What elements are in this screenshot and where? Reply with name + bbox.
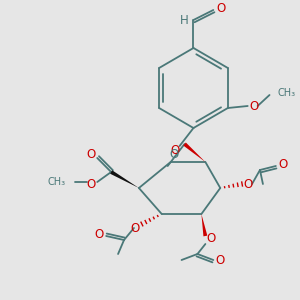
Text: O: O <box>87 178 96 190</box>
Polygon shape <box>110 170 139 188</box>
Text: CH₃: CH₃ <box>278 88 296 98</box>
Text: O: O <box>130 221 140 235</box>
Text: O: O <box>94 227 104 241</box>
Text: O: O <box>278 158 287 172</box>
Text: O: O <box>216 254 225 266</box>
Polygon shape <box>183 142 206 162</box>
Text: O: O <box>207 232 216 244</box>
Text: O: O <box>217 2 226 16</box>
Text: CH₃: CH₃ <box>47 177 65 187</box>
Text: O: O <box>249 100 258 112</box>
Polygon shape <box>201 214 207 236</box>
Text: O: O <box>243 178 253 190</box>
Text: O: O <box>170 143 179 157</box>
Text: O: O <box>169 148 178 161</box>
Text: H: H <box>180 14 189 28</box>
Text: O: O <box>87 148 96 161</box>
